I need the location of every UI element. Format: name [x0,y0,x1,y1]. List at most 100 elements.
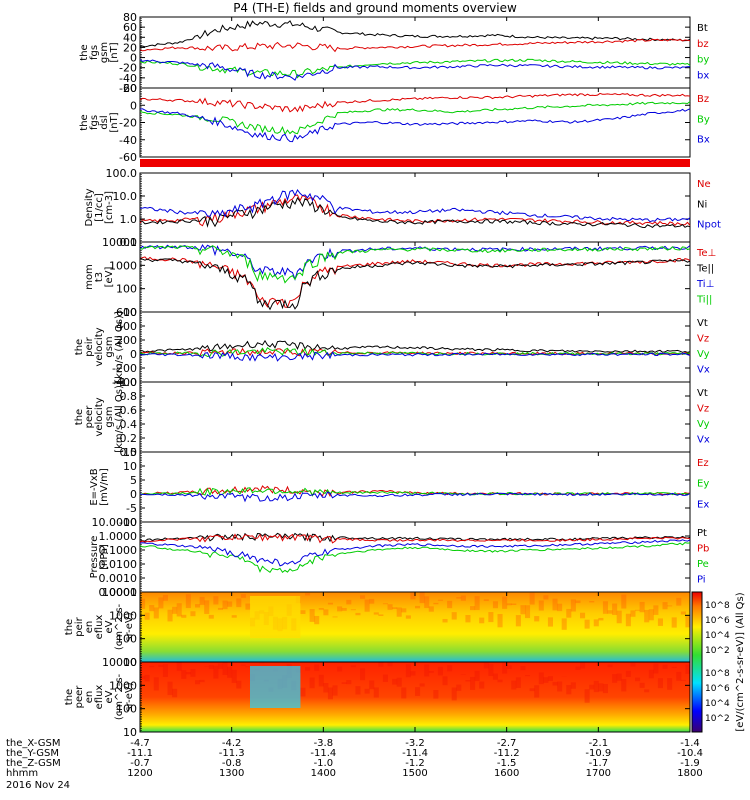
colorbar-tick-label: 10^4 [705,699,730,709]
y-axis-label-line: velocity [94,327,105,366]
y-tick-label: 10.0 [113,190,138,203]
y-tick-label: 10000 [102,236,137,249]
spectrogram-cell [616,673,622,681]
spectrogram-cell [259,662,265,664]
spectrogram-cell [346,680,352,685]
spectrogram-cell [602,601,608,614]
spectrogram-cell [144,674,150,682]
spectrogram-cell [300,687,306,697]
spectrogram-cell [217,607,223,610]
y-tick-label: 100 [116,703,137,716]
spectrogram-cell [676,597,682,606]
spectrogram-cell [309,609,315,622]
spectrogram-cell [337,666,343,672]
spectrogram-cell [314,615,320,625]
spectrogram-cell [470,676,476,690]
legend-entry: Pt [697,528,707,539]
spectrogram-cell [318,608,324,610]
spectrogram-cell [685,616,691,628]
series-line-Vy [139,346,691,358]
spectrogram-cell [387,604,393,610]
y-axis-label-line: [km/s (All Qs)] [114,311,125,383]
y-axis-label-line: fgs [89,115,100,130]
spectrogram-cell [575,600,581,604]
legend-entry: Vy [697,419,710,430]
y-axis-label-line: fgs [89,45,100,60]
spectrogram-cell [648,609,654,621]
spectrogram-cell [447,600,453,609]
y-axis-label-line: [nPa] [99,544,110,570]
spectrogram-image [140,592,690,662]
y-axis-label: mom t3 [eV] [84,264,115,290]
series-line-Bz [139,92,691,113]
spectrogram-cell [424,596,430,609]
y-axis-label: the peer velocity gsm [km/s (All Qs)] [74,381,125,453]
spectrogram-cell [167,681,173,696]
spectrogram-cell [208,665,214,669]
y-tick-label: 0 [130,52,137,65]
y-axis-label-line: the [64,689,75,705]
series-line-Ti [139,245,691,284]
spectrogram-cell [323,609,329,616]
series-line-Bx [139,108,691,143]
spectrogram-cold-region [250,666,301,708]
spectrogram-cell [488,612,494,623]
spectrogram-cell [300,610,306,614]
y-axis-label-line: sr-eV) [124,682,135,711]
y-tick-label: 0.4 [120,418,138,431]
spectrogram-cell [589,601,595,603]
panel-peer_eflux: 10000 1000 100 10 the peer en eflux eV (cm^2-s-sr… [64,656,691,739]
y-tick-label: 0 [130,488,137,501]
spectrogram-cell [341,607,347,611]
legend-entry: Bt [697,23,708,34]
y-tick-label: 20 [123,82,137,95]
spectrogram-cell [667,605,673,607]
x-tick-label: -11.4 [310,748,336,759]
spectrogram-cell [195,680,201,685]
spectrogram-cell [598,683,604,692]
y-tick-label: -20 [119,62,137,75]
spectrogram-cell [227,601,233,607]
spectrogram-cell [630,610,636,617]
spectrogram-cell [350,665,356,668]
spectrogram-cell [222,662,228,675]
y-axis-label-line: peir [84,336,95,356]
spectrogram-cell [190,669,196,677]
y-axis-label-line: [nT] [109,42,120,62]
spectrogram-cell [552,598,558,611]
y-tick-label: 1000 [109,259,137,272]
colorbar-tick-label: 10^4 [705,631,730,641]
spectrogram-cell [644,609,650,623]
y-tick-label: 0.0010 [99,572,138,585]
x-tick-label: -1.2 [405,758,425,769]
spectrogram-cell [245,666,251,668]
spectrogram-cell [465,614,471,623]
x-tick-label: 1200 [127,768,152,779]
y-axis-label-line: the [79,44,90,60]
spectrogram-cell [547,676,553,681]
y-tick-label: 1000 [109,679,137,692]
spectrogram-cell [657,618,663,626]
spectrogram-cell [428,671,434,673]
spectrogram-cell [676,671,682,681]
y-tick-label: 100 [116,633,137,646]
spectrogram-cell [415,687,421,696]
spectrogram-cell [502,596,508,609]
y-tick-label: 0.1 [120,236,138,249]
spectrogram-cell [437,666,443,676]
y-axis-label: the fgs dsl [nT] [79,112,120,132]
legend-entry: Bx [697,135,710,146]
legend-entry: Ti⊥ [696,279,714,290]
spectrogram-cell [153,607,159,619]
legend-entry: Ni [697,199,707,210]
y-axis-label-line: velocity [94,397,105,436]
spectrogram-cell [644,689,650,693]
spectrogram-cell [185,594,191,609]
spectrogram-cell [217,663,223,669]
y-tick-label: -40 [119,72,137,85]
series-line-Ni [139,196,691,229]
spectrogram-cell [525,605,531,619]
spectrogram-cell [236,680,242,689]
spectrogram-cell [204,600,210,614]
spectrogram-cell [401,608,407,613]
